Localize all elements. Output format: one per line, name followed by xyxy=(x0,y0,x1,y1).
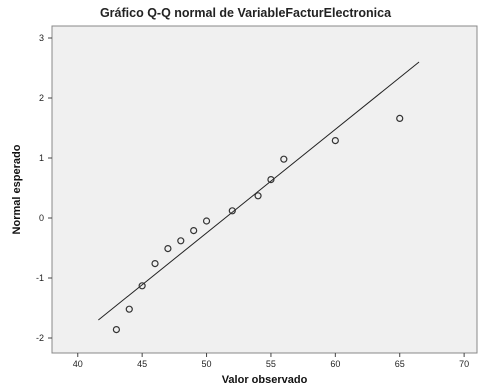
x-tick-label: 40 xyxy=(73,359,83,369)
data-point xyxy=(254,192,262,200)
y-tick-label: 0 xyxy=(39,213,44,223)
data-point xyxy=(280,155,288,163)
x-tick-label: 60 xyxy=(330,359,340,369)
x-tick-label: 65 xyxy=(395,359,405,369)
chart-title: Gráfico Q-Q normal de VariableFacturElec… xyxy=(99,6,392,20)
data-point xyxy=(125,305,133,313)
data-point xyxy=(331,137,339,145)
x-axis-label: Valor observado xyxy=(222,374,308,386)
data-point xyxy=(112,326,120,334)
y-tick-label: 2 xyxy=(39,93,44,103)
data-point xyxy=(151,260,159,268)
data-point xyxy=(190,227,198,235)
x-tick-label: 45 xyxy=(137,359,147,369)
data-point xyxy=(138,282,146,290)
y-tick-label: 3 xyxy=(39,33,44,43)
reference-line xyxy=(98,61,420,321)
data-point xyxy=(177,237,185,245)
y-axis-label: Normal esperado xyxy=(11,144,23,234)
x-tick-label: 55 xyxy=(266,359,276,369)
x-tick-label: 50 xyxy=(202,359,212,369)
data-point xyxy=(164,245,172,253)
data-point xyxy=(396,114,404,123)
plot-area xyxy=(51,25,478,354)
data-point xyxy=(267,176,275,184)
y-tick-label: -1 xyxy=(36,273,44,283)
y-axis: -2 -1 0 1 2 3 xyxy=(36,33,52,343)
data-point xyxy=(228,207,236,215)
data-points xyxy=(112,114,404,334)
x-tick-label: 70 xyxy=(459,359,469,369)
data-point xyxy=(202,217,211,225)
y-tick-label: 1 xyxy=(39,153,44,163)
x-axis: 40 45 50 55 60 65 70 xyxy=(73,353,469,369)
y-tick-label: -2 xyxy=(36,333,44,343)
